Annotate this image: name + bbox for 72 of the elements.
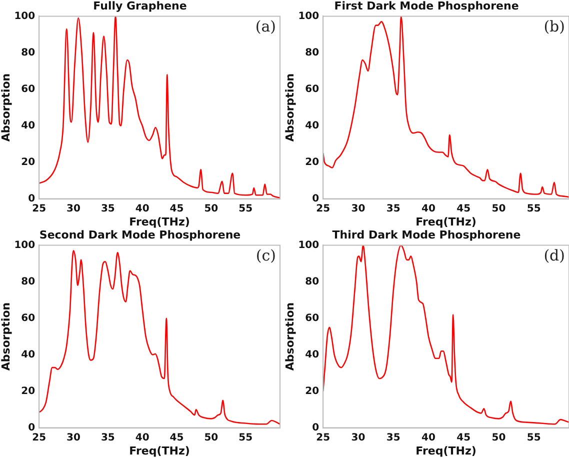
y-axis-title: Absorption	[0, 302, 12, 371]
annotation: (d)	[544, 246, 565, 265]
y-axis-title: Absorption	[0, 73, 12, 142]
x-tick-label: 50	[492, 432, 506, 444]
x-tick-label: 40	[422, 432, 436, 444]
x-axis-title: Freq(THz)	[129, 215, 190, 228]
y-tick-label: 80	[305, 276, 320, 288]
annotation: (c)	[256, 246, 276, 265]
line-series	[323, 16, 569, 198]
chart-title: Fully Graphene	[93, 0, 187, 12]
x-tick-label: 55	[526, 432, 541, 444]
x-tick-label: 30	[66, 203, 80, 214]
line-series	[323, 245, 569, 425]
chart-title: Second Dark Mode Phosphorene	[39, 228, 241, 242]
line-series	[39, 16, 280, 199]
y-tick-label: 80	[21, 47, 36, 58]
x-tick-label: 35	[386, 432, 400, 444]
x-tick-label: 25	[32, 203, 46, 214]
x-tick-label: 45	[170, 432, 184, 444]
y-tick-label: 100	[14, 240, 36, 251]
x-tick-label: 55	[526, 203, 541, 214]
x-tick-label: 50	[204, 203, 218, 214]
x-tick-label: 30	[351, 203, 366, 214]
x-axis-title: Freq(THz)	[416, 215, 476, 228]
y-tick-label: 80	[305, 47, 320, 58]
x-tick-label: 30	[351, 432, 366, 444]
x-tick-label: 55	[238, 432, 253, 444]
x-tick-label: 25	[32, 432, 46, 444]
x-tick-label: 45	[456, 203, 471, 214]
y-tick-label: 60	[305, 312, 320, 324]
x-tick-label: 35	[386, 203, 400, 214]
annotation: (a)	[255, 18, 276, 36]
y-tick-label: 20	[305, 386, 320, 397]
y-tick-label: 40	[21, 349, 36, 360]
chart-title: Third Dark Mode Phosphorene	[332, 228, 521, 242]
y-tick-label: 0	[28, 422, 36, 434]
chart-title: First Dark Mode Phosphorene	[334, 0, 519, 12]
x-tick-label: 40	[135, 432, 150, 444]
y-tick-label: 60	[305, 84, 320, 95]
y-tick-label: 100	[298, 10, 320, 22]
y-tick-label: 40	[305, 349, 320, 360]
x-tick-label: 40	[422, 203, 436, 214]
y-axis-title: Absorption	[283, 73, 296, 142]
y-tick-label: 0	[28, 193, 36, 204]
y-tick-label: 20	[305, 156, 320, 168]
x-tick-label: 40	[135, 203, 150, 214]
x-tick-label: 25	[316, 203, 330, 214]
x-tick-label: 25	[316, 432, 330, 444]
y-tick-label: 0	[312, 193, 320, 204]
y-axis-title: Absorption	[283, 302, 296, 371]
x-tick-label: 45	[456, 432, 471, 444]
line-series	[39, 250, 280, 425]
y-tick-label: 20	[21, 156, 36, 168]
x-tick-label: 35	[100, 203, 115, 214]
x-tick-label: 50	[492, 203, 506, 214]
x-axis-title: Freq(THz)	[129, 444, 190, 458]
y-tick-label: 100	[298, 240, 320, 251]
x-tick-label: 30	[66, 432, 80, 444]
y-tick-label: 60	[21, 84, 36, 95]
x-tick-label: 35	[100, 432, 115, 444]
y-tick-label: 60	[21, 312, 36, 324]
x-tick-label: 45	[170, 203, 184, 214]
y-tick-label: 40	[21, 120, 36, 132]
x-tick-label: 55	[238, 203, 253, 214]
x-tick-label: 50	[204, 432, 218, 444]
annotation: (b)	[544, 18, 565, 36]
y-tick-label: 40	[305, 120, 320, 132]
y-tick-label: 0	[312, 422, 320, 434]
y-tick-label: 100	[14, 10, 36, 22]
x-axis-title: Freq(THz)	[416, 444, 476, 458]
y-tick-label: 80	[21, 276, 36, 288]
y-tick-label: 20	[21, 386, 36, 397]
